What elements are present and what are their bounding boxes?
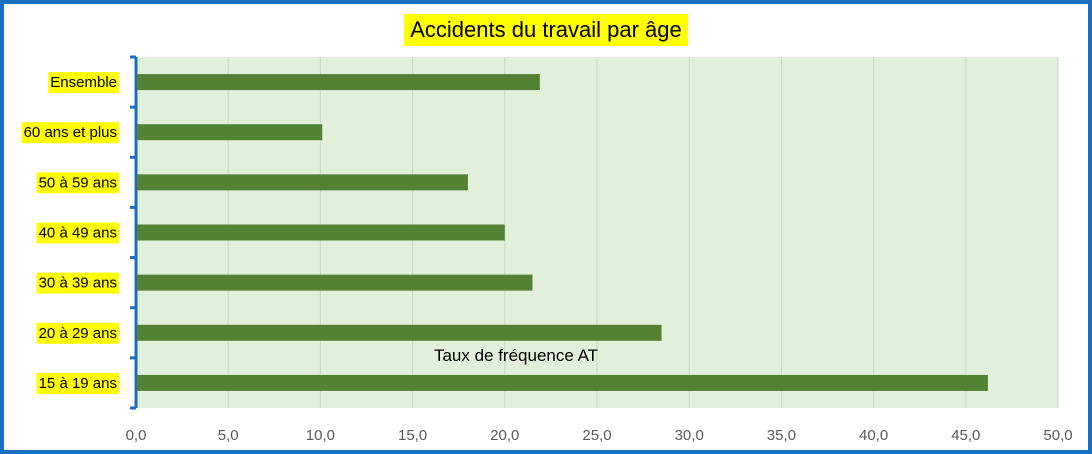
bar — [137, 324, 662, 341]
x-tick-label: 40,0 — [859, 427, 888, 444]
category-label-highlight — [36, 372, 119, 394]
x-tick-label: 0,0 — [126, 427, 147, 444]
category-label-highlight — [36, 222, 119, 244]
bar — [137, 274, 533, 291]
category-label: 15 à 19 ans — [39, 375, 117, 392]
category-label-group: 60 ans et plus — [21, 122, 119, 144]
chart-title: Accidents du travail par âge — [404, 14, 688, 46]
bar — [137, 174, 468, 191]
category-label-highlight — [36, 172, 119, 194]
series-label: Taux de fréquence AT — [434, 346, 598, 365]
x-tick-label: 45,0 — [951, 427, 980, 444]
x-tick-label: 10,0 — [306, 427, 335, 444]
x-tick-label: 20,0 — [490, 427, 519, 444]
bar — [137, 374, 988, 391]
category-label: 50 à 59 ans — [39, 174, 117, 191]
x-tick-label: 35,0 — [767, 427, 796, 444]
category-label-group: 50 à 59 ans — [36, 172, 119, 194]
category-label: 60 ans et plus — [24, 124, 117, 141]
x-tick-label: 15,0 — [398, 427, 427, 444]
category-label-highlight — [48, 72, 119, 94]
category-label-group: 20 à 29 ans — [36, 322, 119, 344]
category-label-group: 40 à 49 ans — [36, 222, 119, 244]
category-label-highlight — [36, 272, 119, 294]
x-tick-label: 25,0 — [582, 427, 611, 444]
category-label: Ensemble — [50, 74, 117, 91]
category-label-group: 30 à 39 ans — [36, 272, 119, 294]
category-label-group: 15 à 19 ans — [36, 372, 119, 394]
category-label-highlight — [36, 322, 119, 344]
category-label: 30 à 39 ans — [39, 275, 117, 292]
bar — [137, 74, 540, 91]
bar — [137, 124, 323, 141]
x-tick-label: 50,0 — [1043, 427, 1072, 444]
chart-title-wrap: Accidents du travail par âge — [0, 14, 1092, 46]
category-label-highlight — [21, 122, 119, 144]
bar — [137, 224, 505, 241]
x-tick-label: 30,0 — [675, 427, 704, 444]
category-label: 20 à 29 ans — [39, 325, 117, 342]
x-tick-label: 5,0 — [218, 427, 239, 444]
category-label-group: Ensemble — [48, 72, 119, 94]
category-label: 40 à 49 ans — [39, 225, 117, 242]
